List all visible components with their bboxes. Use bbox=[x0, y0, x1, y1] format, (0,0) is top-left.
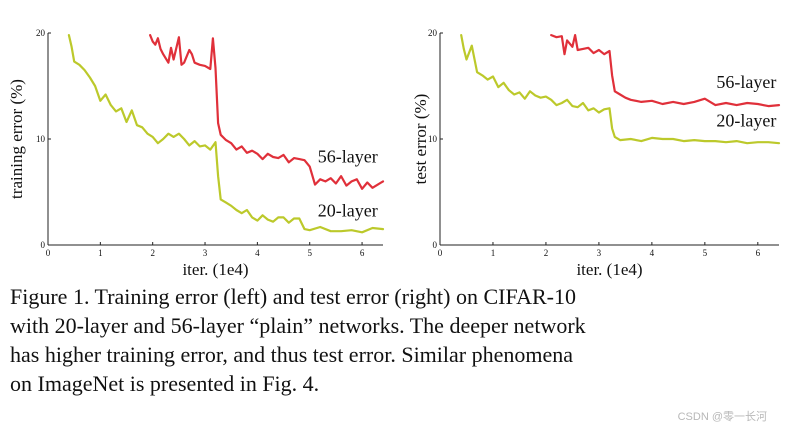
x-tick-label: 3 bbox=[597, 248, 602, 258]
y-tick-label: 10 bbox=[428, 134, 438, 144]
x-tick-label: 1 bbox=[491, 248, 496, 258]
series-line-56-layer bbox=[550, 33, 781, 108]
caption-line: on ImageNet is presented in Fig. 4. bbox=[10, 371, 320, 396]
y-tick-label: 10 bbox=[36, 134, 46, 144]
series-label-20-layer: 20-layer bbox=[318, 200, 378, 220]
x-tick-label: 0 bbox=[438, 248, 443, 258]
y-axis-label: test error (%) bbox=[411, 94, 430, 185]
y-axis-label: training error (%) bbox=[7, 79, 26, 199]
y-tick-label: 0 bbox=[433, 240, 438, 250]
x-tick-label: 6 bbox=[756, 248, 761, 258]
y-tick-label: 20 bbox=[36, 28, 46, 38]
series-line-20-layer bbox=[67, 33, 385, 234]
test-error-chart: 0 1 2 3 4 5 6 0 10 20 iter. (1e4) test error (%) 56-… bbox=[411, 28, 781, 279]
watermark: CSDN @零一长河 bbox=[677, 411, 767, 423]
x-axis-label: iter. (1e4) bbox=[182, 260, 248, 279]
caption-line: Figure 1. Training error (left) and test… bbox=[10, 284, 576, 309]
y-tick-label: 20 bbox=[428, 28, 438, 38]
series-label-56-layer: 56-layer bbox=[318, 146, 378, 166]
caption-line: has higher training error, and thus test… bbox=[10, 342, 574, 367]
x-tick-label: 6 bbox=[360, 248, 365, 258]
x-tick-label: 0 bbox=[46, 248, 51, 258]
series-line-56-layer bbox=[149, 33, 385, 190]
training-error-chart: 0 1 2 3 4 5 6 0 10 20 iter. (1e4) training error (%… bbox=[7, 28, 385, 279]
x-axis-label: iter. (1e4) bbox=[576, 260, 642, 279]
x-tick-label: 5 bbox=[703, 248, 708, 258]
x-tick-label: 4 bbox=[255, 248, 260, 258]
x-tick-label: 2 bbox=[544, 248, 549, 258]
x-tick-label: 3 bbox=[203, 248, 208, 258]
caption-line: with 20-layer and 56-layer “plain” netwo… bbox=[10, 313, 586, 338]
series-label-56-layer: 56-layer bbox=[716, 72, 776, 92]
figure-caption: Figure 1. Training error (left) and test… bbox=[10, 282, 790, 398]
x-tick-label: 5 bbox=[307, 248, 312, 258]
series-line-20-layer bbox=[460, 33, 781, 145]
x-tick-label: 4 bbox=[650, 248, 655, 258]
series-label-20-layer: 20-layer bbox=[716, 110, 776, 130]
x-tick-label: 2 bbox=[150, 248, 155, 258]
x-tick-label: 1 bbox=[98, 248, 103, 258]
y-tick-label: 0 bbox=[41, 240, 46, 250]
